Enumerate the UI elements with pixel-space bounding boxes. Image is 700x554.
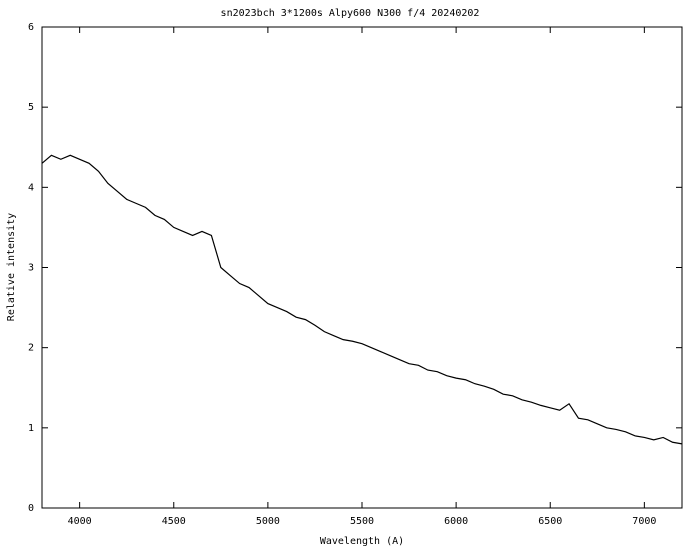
y-tick-label: 2 <box>28 343 34 354</box>
x-tick-label: 6500 <box>538 516 562 527</box>
y-tick-label: 1 <box>28 423 34 434</box>
x-tick-label: 6000 <box>444 516 468 527</box>
x-tick-label: 5500 <box>350 516 374 527</box>
y-tick-label: 3 <box>28 263 34 274</box>
y-tick-label: 4 <box>28 182 34 193</box>
x-tick-label: 4500 <box>162 516 186 527</box>
plot-frame <box>41 26 683 509</box>
y-tick-label: 6 <box>28 22 34 33</box>
x-axis-label: Wavelength (A) <box>320 536 404 547</box>
y-axis-label: Relative intensity <box>6 213 17 321</box>
chart-title: sn2023bch 3*1200s Alpy600 N300 f/4 20240… <box>221 8 480 19</box>
spectrum-line <box>41 154 683 445</box>
x-tick-label: 7000 <box>632 516 656 527</box>
x-tick-label: 5000 <box>256 516 280 527</box>
y-tick-label: 0 <box>28 503 34 514</box>
y-tick-label: 5 <box>28 102 34 113</box>
x-tick-label: 4000 <box>68 516 92 527</box>
